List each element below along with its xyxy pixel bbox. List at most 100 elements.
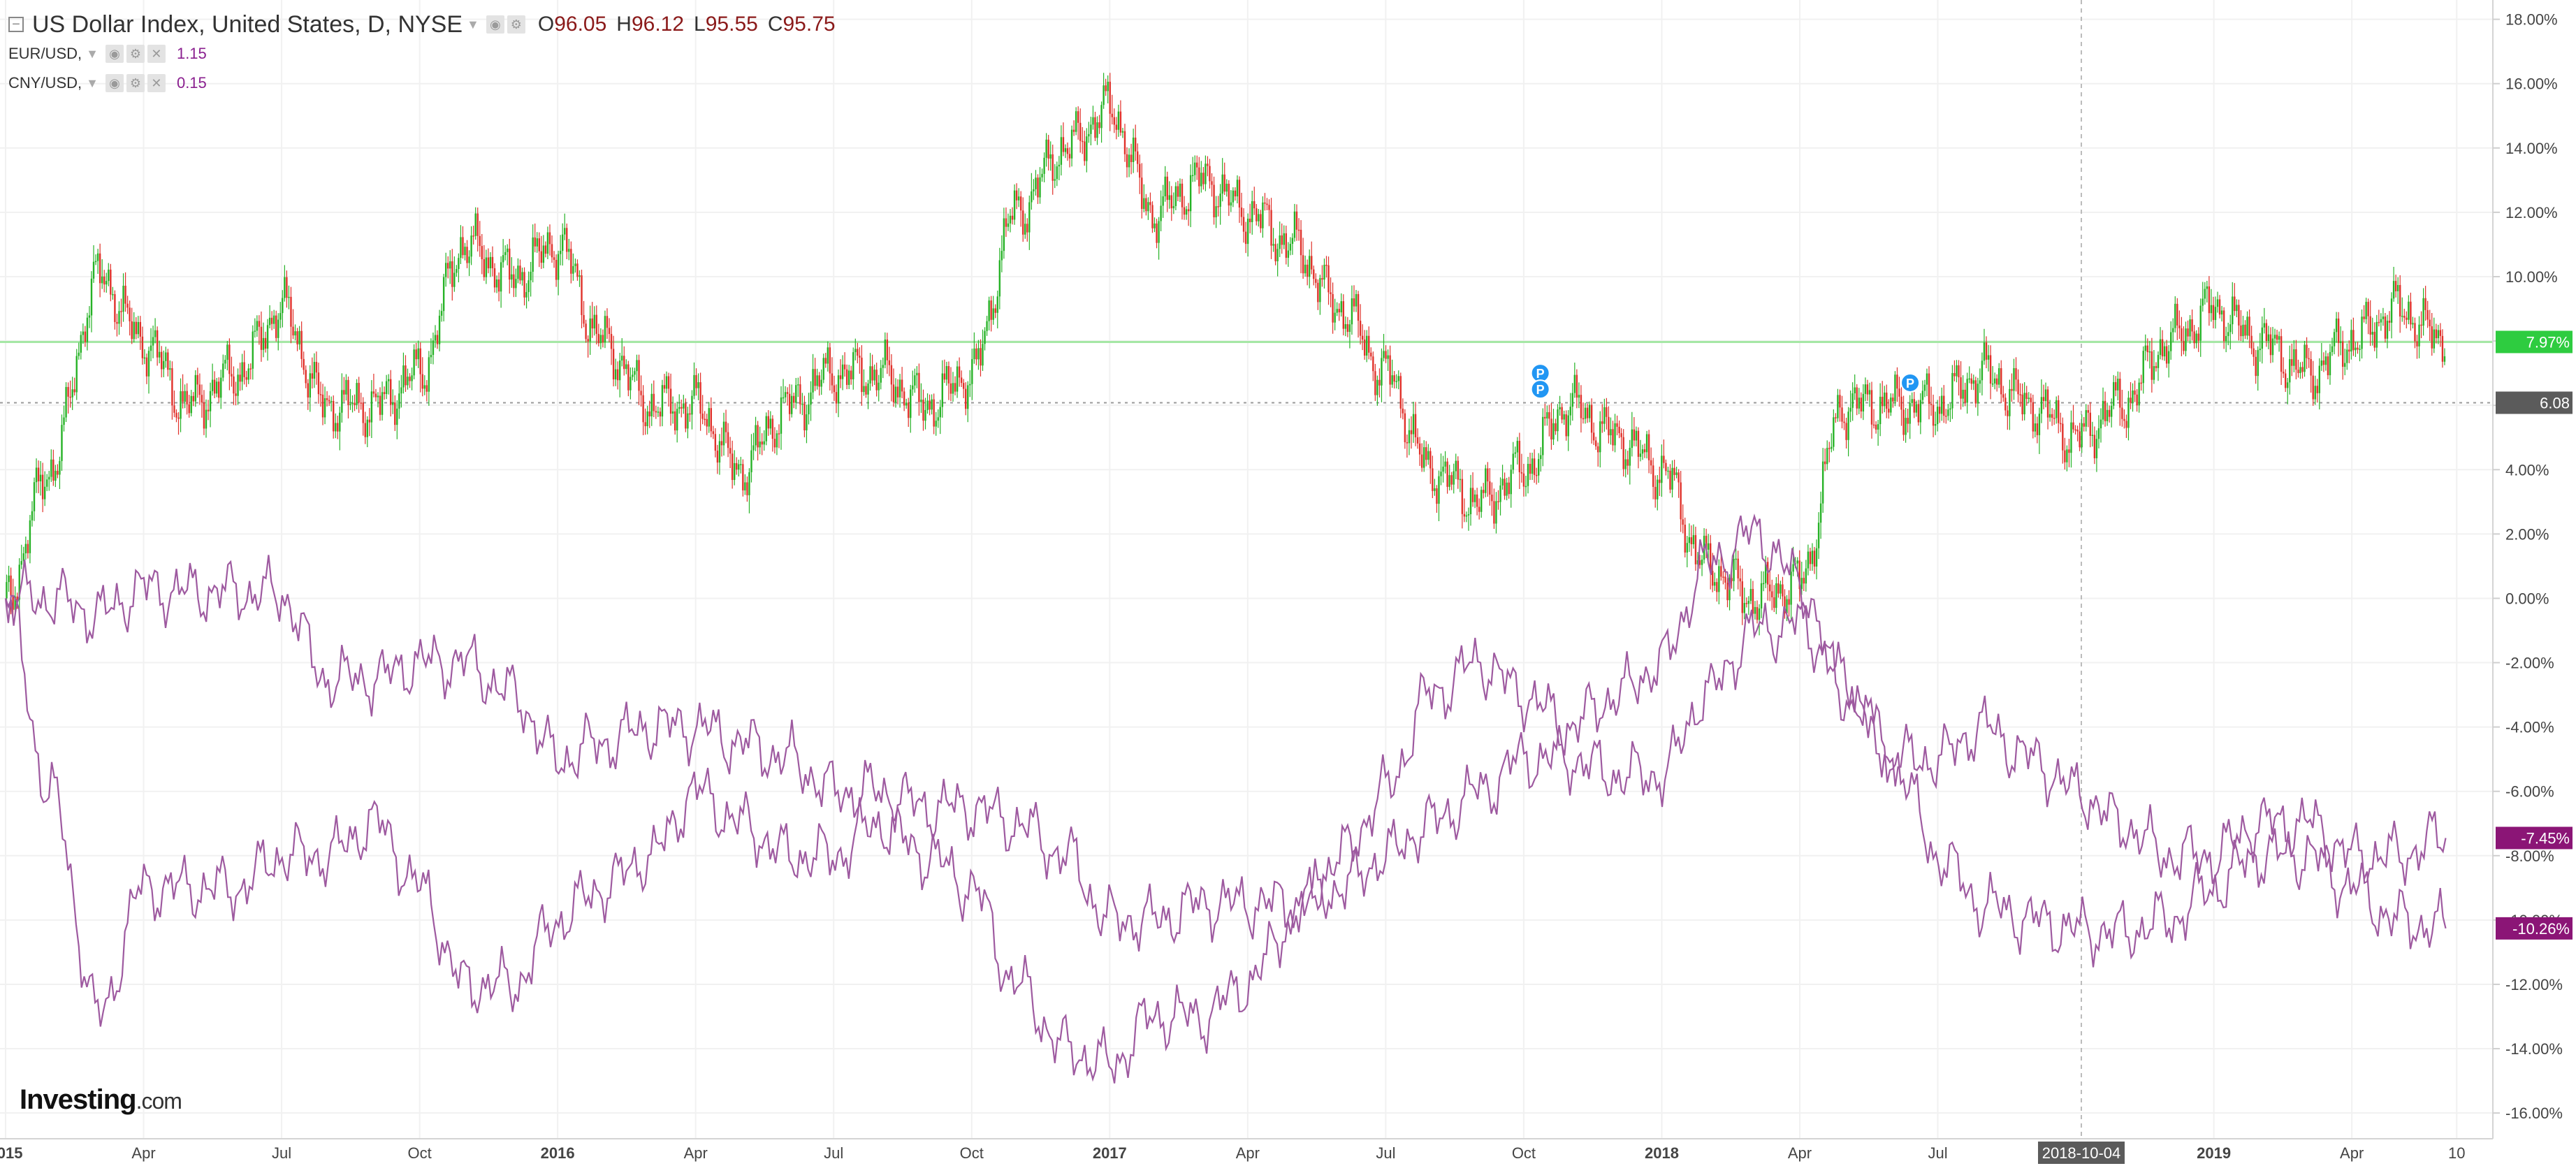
candle-body [1128,154,1130,168]
candle [882,357,884,379]
candle [1680,471,1682,532]
candle-body [1639,453,1642,457]
candle [740,456,742,474]
candle [2329,344,2331,385]
candle-body [2115,381,2117,391]
candle-body [593,314,595,329]
close-icon[interactable]: ✕ [147,45,166,63]
candle [1845,417,1847,449]
candle [669,373,672,426]
pin-marker[interactable]: P [1900,372,1921,393]
candle-body [122,286,124,312]
chevron-down-icon[interactable]: ▼ [86,75,99,90]
candle-body [1569,407,1571,416]
compare-legend-cnyusd[interactable]: CNY/USD, ▼ ◉ ⚙ ✕ 0.15 [8,68,836,98]
candle-body [627,364,630,391]
candle-body [1094,117,1096,138]
candle-body [1843,421,1845,423]
candle-body [1831,446,1833,449]
candle [39,460,42,496]
candle-body [1478,507,1480,512]
collapse-icon[interactable]: − [8,17,24,32]
candle-body [566,228,568,252]
candle [364,411,366,444]
candle-body [2375,321,2378,348]
pin-marker[interactable]: P [1530,379,1550,400]
candle [998,247,1001,309]
compare-legend-eurusd[interactable]: EUR/USD, ▼ ◉ ⚙ ✕ 1.15 [8,39,836,68]
candle [1077,106,1079,140]
eye-icon[interactable]: ◉ [105,45,124,63]
candle-body [1459,479,1462,481]
chevron-down-icon[interactable]: ▼ [467,17,479,31]
candle-body [2089,412,2092,436]
candle-body [1270,210,1272,246]
candle [693,362,695,400]
candle-body [474,213,476,236]
candle [1714,572,1716,591]
candle-body [145,357,148,377]
chevron-down-icon[interactable]: ▼ [86,46,99,61]
candle-body [1964,389,1966,403]
candle [1620,428,1622,450]
candle-body [1592,432,1595,441]
candle-body [1427,451,1429,460]
candle-body [1956,365,1958,377]
gear-icon[interactable]: ⚙ [126,74,145,92]
candle-body [1796,560,1798,564]
candle [1111,94,1113,125]
candle-body [1594,440,1597,446]
candle-body [1086,136,1088,161]
candle-body [1809,551,1812,564]
candle-body [2085,410,2087,427]
candle-body [1647,434,1650,460]
eye-icon[interactable]: ◉ [486,15,504,34]
candle-body [1383,351,1385,358]
candle-body [669,388,672,414]
markers[interactable]: PP P [1530,363,1921,400]
candle [965,382,967,416]
candle [143,349,146,365]
candle [1013,184,1016,225]
candle-body [2359,349,2361,350]
candle-body [411,375,413,381]
candle [1964,382,1966,407]
candle-body [2191,319,2193,332]
eye-icon[interactable]: ◉ [105,74,124,92]
candle-body [1306,264,1309,277]
candle [1082,126,1084,154]
candle [1442,456,1444,483]
close-icon[interactable]: ✕ [147,74,166,92]
candle [757,421,759,461]
candle-body [704,418,706,421]
main-series-legend[interactable]: − US Dollar Index, United States, D, NYS… [8,10,836,39]
candle [2178,310,2181,340]
candle [1174,182,1177,210]
candle-body [1009,215,1012,224]
candle-body [211,379,214,391]
candle [190,390,192,416]
candle [2359,344,2361,362]
candle-body [1943,395,1945,416]
candle-body [2017,379,2019,395]
candle-body [1134,137,1137,152]
candle-body [1353,298,1355,307]
candle-body [453,272,456,287]
candle-body [462,237,464,256]
candle-body [820,379,822,387]
candle-body [288,296,290,298]
value-tag-main-bg [2496,330,2573,354]
candle [873,364,875,386]
candle [1826,440,1828,470]
gear-icon[interactable]: ⚙ [507,15,525,34]
candle [103,270,105,293]
pin-marker[interactable]: P [1530,363,1550,384]
gear-icon[interactable]: ⚙ [126,45,145,63]
candle [1790,563,1792,622]
candle-body [1886,392,1888,409]
candle-body [1516,441,1519,453]
candle-body [1480,490,1483,512]
candle [305,365,307,388]
candle [947,361,950,400]
